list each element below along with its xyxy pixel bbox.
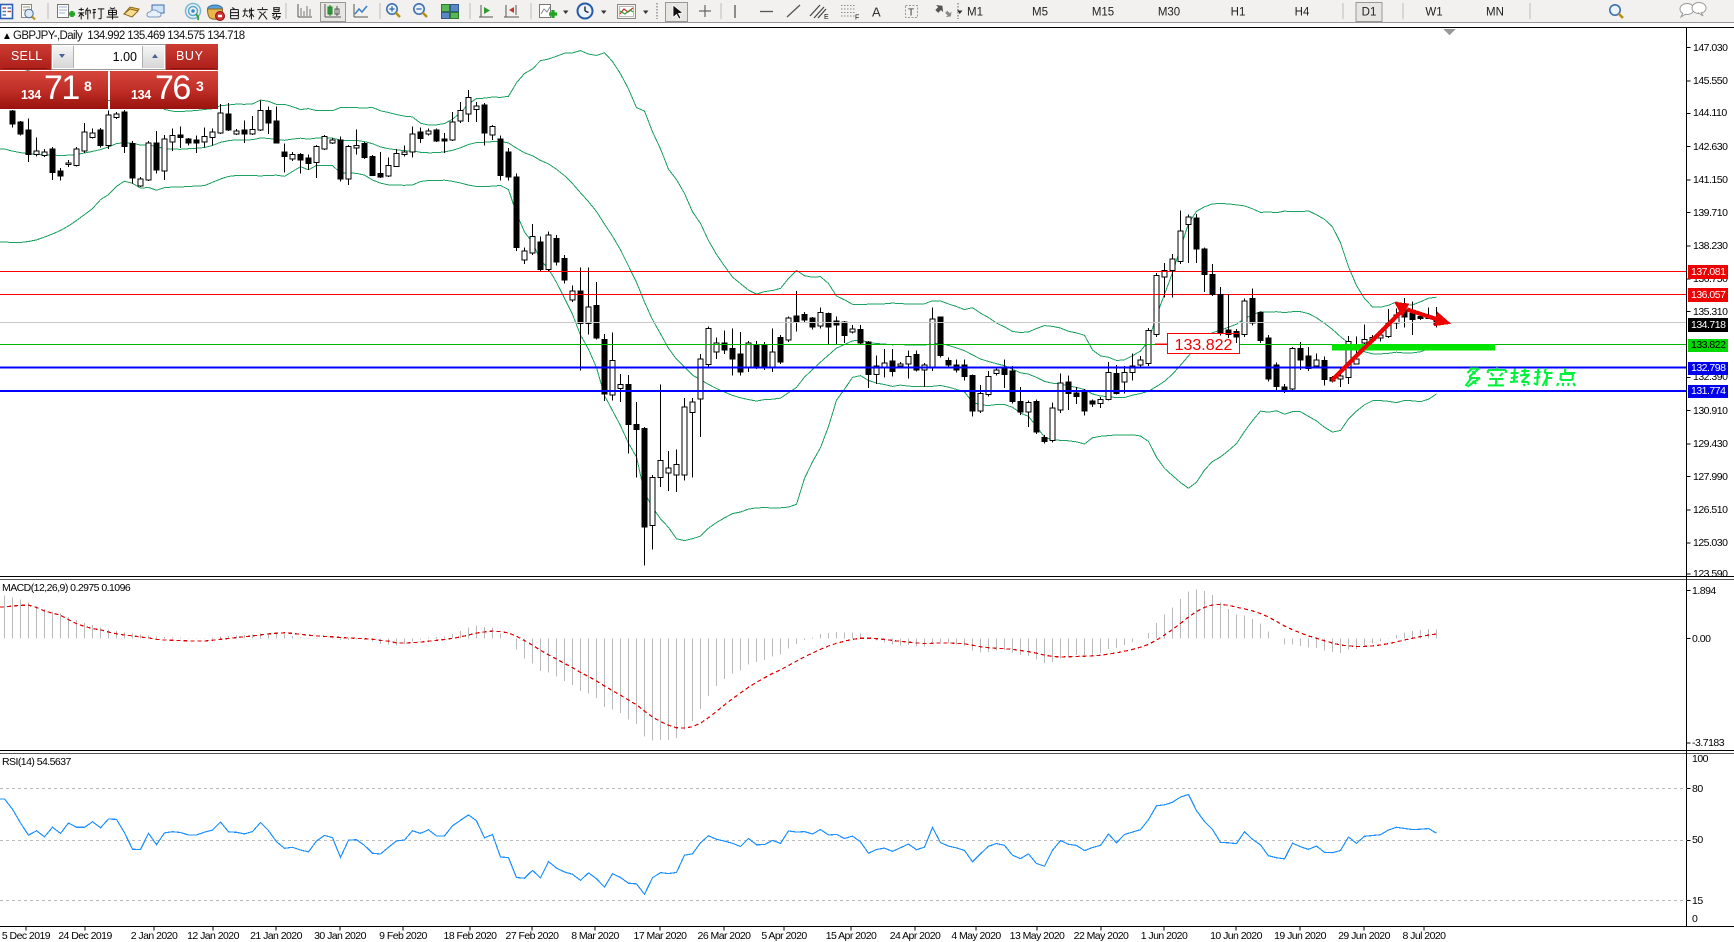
svg-text:T: T <box>908 8 914 19</box>
svg-text:E: E <box>824 14 829 21</box>
svg-text:H4: H4 <box>1295 7 1310 19</box>
svg-text:D1: D1 <box>1362 7 1377 19</box>
svg-text:A: A <box>872 5 881 20</box>
svg-text:M30: M30 <box>1158 7 1180 19</box>
svg-text:M5: M5 <box>1032 7 1048 19</box>
svg-text:F: F <box>855 15 859 22</box>
svg-text:M15: M15 <box>1092 7 1114 19</box>
svg-text:M1: M1 <box>967 7 983 19</box>
svg-text:H1: H1 <box>1231 7 1246 19</box>
svg-text:W1: W1 <box>1425 7 1442 19</box>
svg-text:MN: MN <box>1486 7 1504 19</box>
